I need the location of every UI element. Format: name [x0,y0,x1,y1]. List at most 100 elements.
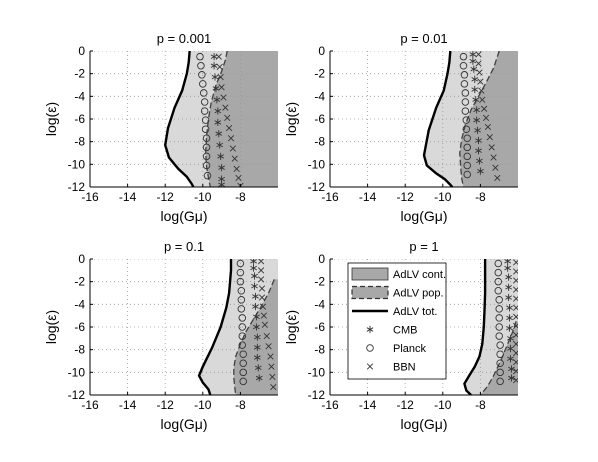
marker-cmb [251,282,258,290]
marker-cmb [471,75,479,83]
marker-bbn [257,259,265,265]
marker-cmb [254,364,262,372]
marker-cmb [469,57,477,65]
marker-bbn [263,332,270,340]
marker-bbn [270,383,277,391]
marker-planck [203,171,212,180]
marker-bbn [216,63,223,70]
marker-planck [237,286,246,295]
marker-planck [238,314,247,322]
marker-cmb [505,283,512,291]
marker-bbn [224,114,231,121]
y-tick-label: -12 [68,180,86,194]
marker-planck [199,89,208,97]
marker-planck [494,286,503,295]
x-axis-label: log(Gμ) [161,208,208,224]
marker-cmb [215,130,223,138]
y-tick-label: -6 [314,112,325,126]
marker-bbn [476,69,483,76]
marker-planck [239,359,247,368]
marker-bbn [513,268,518,275]
x-tick-label: -14 [119,190,137,204]
x-tick-label: -16 [321,190,339,204]
marker-bbn [475,51,482,58]
y-tick-label: -12 [308,388,326,402]
marker-bbn [490,154,497,161]
marker-bbn [222,104,229,111]
marker-bbn [261,321,268,328]
marker-cmb [508,374,515,382]
marker-bbn [233,165,240,172]
marker-bbn [229,145,236,152]
marker-planck [202,161,211,170]
marker-planck [197,61,205,70]
x-tick-label: -10 [434,190,452,204]
marker-planck [496,341,504,349]
marker-cmb [504,259,512,265]
legend: AdLV cont. AdLV pop. AdLV tot. CMB Planck BBN [347,262,447,380]
marker-cmb [507,344,514,353]
legend-label: Planck [393,343,427,355]
marker-planck [238,323,247,331]
marker-bbn [258,294,266,301]
marker-cmb [473,106,480,114]
marker-bbn [513,277,518,284]
x-tick-label: -12 [157,190,175,204]
series-line-adlv-pop [459,51,500,187]
plot-contents [90,51,278,187]
marker-planck [201,116,210,124]
marker-planck [200,107,209,115]
marker-planck [461,107,470,115]
legend-swatch-bbn [366,363,374,370]
series-line-adlv-tot [463,259,487,395]
marker-planck [202,134,211,143]
marker-planck [494,277,503,286]
y-tick-label: -6 [314,320,325,334]
y-tick-label: 0 [318,252,325,266]
y-tick-label: 0 [78,44,85,58]
panel-3: -16 -14 -12 -10 -8 0 -2 -4 -6 -8 -10 -12 p = 0.1 log(… [43,239,278,432]
marker-bbn [259,303,267,310]
marker-bbn [258,285,266,292]
marker-bbn [226,124,233,132]
marker-cmb [470,65,478,73]
marker-planck [460,80,469,88]
marker-cmb [214,118,222,126]
marker-cmb [216,141,224,149]
x-tick-label: -12 [397,190,415,204]
x-tick-label: -16 [81,190,99,204]
marker-bbn [513,377,518,384]
legend-label: AdLV cont. [393,269,446,281]
x-axis-label: log(Gμ) [401,416,448,432]
marker-cmb [252,292,259,300]
marker-planck [463,143,471,152]
marker-cmb [217,152,225,160]
y-tick-label: -12 [68,388,86,402]
marker-bbn [260,312,268,319]
marker-planck [463,134,471,143]
marker-cmb [508,365,515,373]
marker-cmb [253,323,260,331]
x-axis-label: log(Gμ) [161,416,208,432]
marker-bbn [481,105,488,112]
marker-bbn [513,322,518,329]
panel-1: -16 -14 -12 -10 -8 0 -2 -4 -6 -8 -10 -12 p = 0.001 lo… [43,31,278,224]
x-tick-label: -14 [359,190,377,204]
y-tick-label: -2 [314,67,325,81]
marker-bbn [513,331,518,339]
panel-title: p = 1 [409,239,438,254]
marker-planck [236,277,245,286]
marker-bbn [475,60,482,67]
x-tick-label: -10 [194,398,212,412]
marker-cmb [506,314,513,322]
y-tick-label: -8 [74,135,85,149]
marker-cmb [476,157,483,165]
marker-bbn [479,96,486,103]
series-line-adlv-tot [422,51,454,187]
marker-cmb [253,333,261,341]
marker-bbn [477,78,484,85]
y-tick-label: -4 [314,89,325,103]
legend-swatch-adlv-cont [351,267,389,281]
marker-planck [239,350,247,358]
